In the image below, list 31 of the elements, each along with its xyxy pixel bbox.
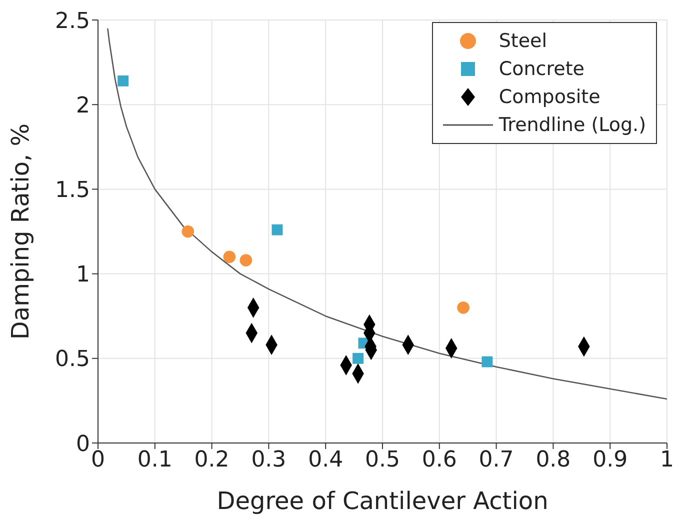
point xyxy=(223,250,236,264)
y-tick-label: 0.5 xyxy=(55,347,90,372)
x-tick-label: 0.8 xyxy=(536,448,571,473)
legend-label: Trendline (Log.) xyxy=(498,114,646,136)
point xyxy=(482,356,493,368)
x-tick-label: 0.5 xyxy=(365,448,400,473)
point xyxy=(118,75,129,86)
point xyxy=(240,254,252,266)
x-tick-label: 0.2 xyxy=(194,448,230,473)
legend-label: Concrete xyxy=(498,58,584,80)
y-tick-label: 0 xyxy=(76,432,90,457)
x-axis-title: Degree of Cantilever Action xyxy=(216,487,548,515)
y-tick-label: 2.5 xyxy=(55,8,90,34)
x-tick-label: 0.9 xyxy=(592,448,628,473)
x-tick-label: 1 xyxy=(660,448,674,473)
point xyxy=(272,224,283,236)
y-tick-label: 1 xyxy=(76,262,90,288)
y-tick-label: 2 xyxy=(76,93,90,118)
legend-label: Composite xyxy=(498,86,600,108)
point xyxy=(457,301,470,314)
x-tick-label: 0.1 xyxy=(137,448,172,473)
point xyxy=(182,225,194,238)
y-axis-title: Damping Ratio, % xyxy=(6,123,35,340)
x-tick-label: 0.6 xyxy=(422,448,457,473)
point xyxy=(352,352,364,364)
legend-label: Steel xyxy=(498,30,548,52)
x-tick-label: 0.3 xyxy=(251,448,286,473)
y-tick-label: 1.5 xyxy=(55,178,90,204)
x-tick-label: 0.7 xyxy=(478,448,514,473)
x-tick-label: 0.4 xyxy=(308,448,344,473)
line-series xyxy=(107,28,667,400)
